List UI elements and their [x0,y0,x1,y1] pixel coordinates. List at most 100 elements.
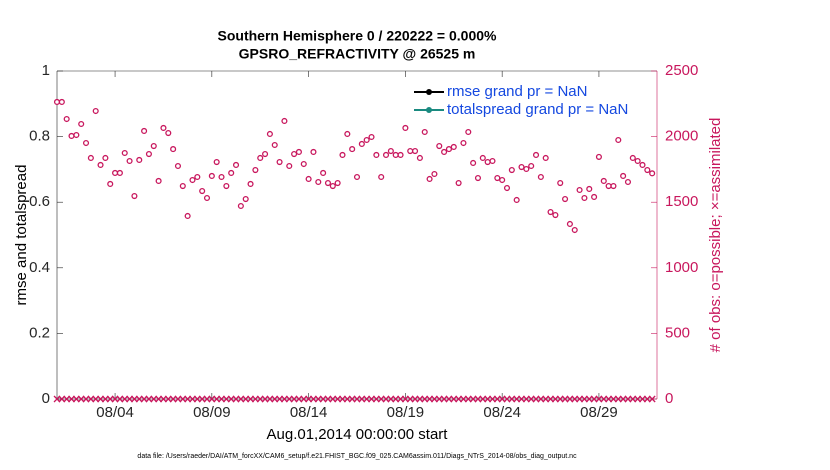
possible-marker [368,133,375,141]
possible-marker [508,167,515,174]
y-tick-label: 0.6 [29,193,50,210]
possible-marker [382,151,390,159]
possible-marker [353,173,361,181]
possible-marker [591,193,598,201]
y-axis-label: rmse and totalspread [13,165,30,306]
assimilated-marker [648,395,656,403]
possible-marker [600,177,607,184]
possible-marker [305,175,312,183]
possible-marker [479,154,486,162]
possible-marker [136,156,143,164]
possible-marker [363,136,370,144]
possible-marker [276,159,283,166]
possible-marker [426,175,433,183]
possible-marker [571,226,578,234]
possible-marker [232,161,240,168]
possible-marker [82,139,90,147]
possible-marker [503,184,511,192]
possible-marker [68,132,75,139]
possible-marker [518,163,525,171]
possible-marker [112,169,119,176]
possible-marker [523,165,530,173]
possible-marker [615,136,622,144]
y2-tick-label: 1000 [665,259,698,276]
possible-marker [586,185,593,192]
x-tick-label: 08/04 [96,404,134,421]
possible-marker [310,148,317,156]
possible-marker [465,128,472,136]
possible-marker [552,212,559,219]
possible-marker [242,196,249,203]
possible-marker [141,127,148,135]
legend-dot [426,107,432,113]
possible-marker [97,161,104,168]
possible-marker [387,147,394,155]
possible-marker [576,186,583,194]
x-tick-label: 08/29 [580,404,618,421]
possible-marker [315,178,322,186]
possible-marker [581,194,588,202]
y-tick-label: 1 [42,62,50,79]
possible-marker [223,183,230,190]
possible-marker [78,120,85,128]
possible-marker [150,142,157,150]
possible-marker [73,131,80,139]
possible-marker [557,179,564,187]
y2-tick-label: 1500 [665,193,698,210]
possible-marker [184,212,191,220]
possible-marker [324,179,332,187]
x-tick-label: 08/24 [483,404,521,421]
possible-marker [412,147,419,155]
possible-marker [102,154,109,162]
possible-marker [397,151,404,159]
possible-marker [126,157,133,165]
possible-marker [203,194,211,202]
possible-marker [547,208,554,216]
possible-marker [320,169,327,176]
possible-marker [494,175,501,182]
possible-marker [266,130,273,138]
possible-marker [208,172,215,180]
possible-marker [262,150,269,158]
possible-marker [562,196,569,203]
y2-tick-label: 0 [665,390,673,407]
possible-marker [542,154,549,162]
y-tick-label: 0 [42,390,50,407]
possible-marker [194,173,201,181]
possible-marker [470,159,477,167]
y2-axis-label: # of obs: o=possible; ×=assimilated [707,118,724,353]
possible-marker [407,147,414,155]
possible-marker [295,148,302,156]
x-axis-label: Aug.01,2014 00:00:00 start [267,426,449,443]
possible-marker [431,170,438,178]
possible-marker [402,124,409,131]
possible-marker [605,183,612,190]
possible-marker [116,169,123,176]
possible-marker [620,172,627,180]
possible-marker [460,139,467,147]
legend-box [409,82,653,121]
y2-tick-label: 2000 [665,128,698,145]
possible-marker [257,154,264,162]
possible-marker [63,115,70,123]
possible-marker [189,176,196,184]
possible-marker [392,151,399,159]
possible-marker [300,160,307,168]
possible-marker [339,151,346,159]
plot-area [57,71,657,399]
x-tick-label: 08/09 [193,404,231,421]
legend-label: totalspread grand pr = NaN [447,101,628,118]
possible-marker [484,159,491,166]
possible-marker [499,176,506,184]
possible-marker [595,153,602,160]
possible-marker [610,183,617,190]
possible-marker [644,167,651,174]
possible-marker [349,146,356,153]
possible-marker [170,146,177,153]
possible-marker [228,169,235,176]
possible-marker [334,179,341,187]
possible-marker [281,117,288,125]
possible-marker [286,162,293,170]
